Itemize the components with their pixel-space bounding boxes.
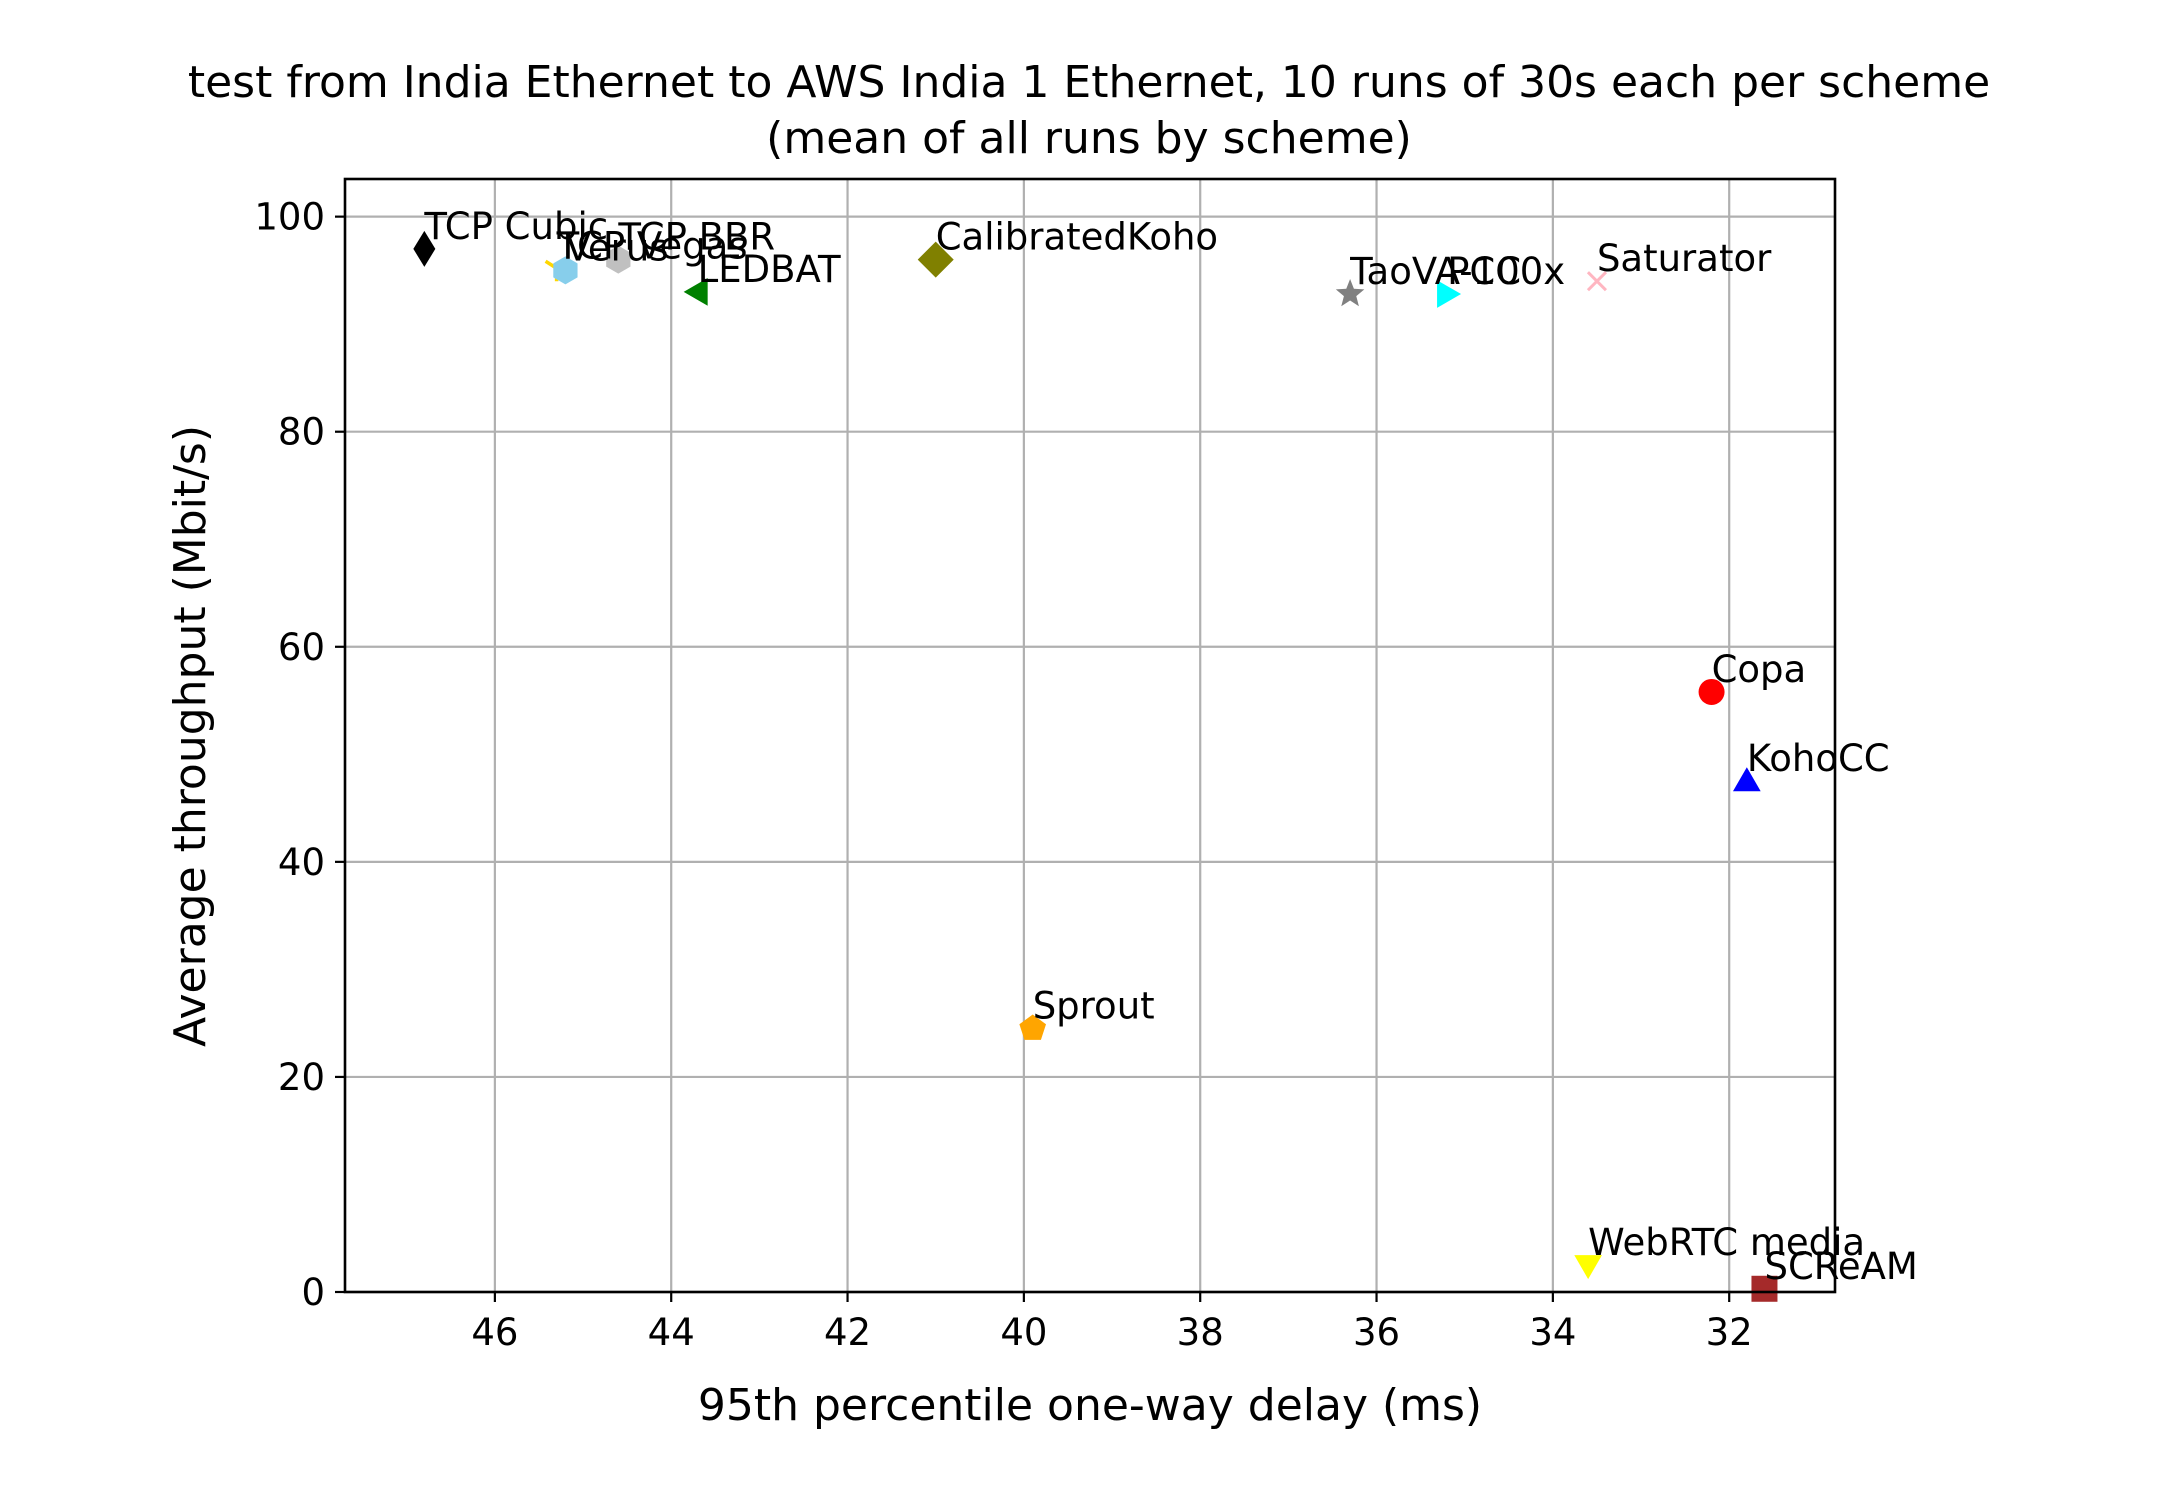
point-label-calibratedkoho: CalibratedKoho	[936, 216, 1218, 259]
point-label-tcp-vegas: TCP Vegas	[556, 224, 748, 267]
chart-title: test from India Ethernet to AWS India 1 …	[188, 57, 1990, 108]
y-tick-label-60: 60	[278, 626, 325, 669]
point-label-copa: Copa	[1712, 648, 1807, 691]
x-tick-label-44: 44	[648, 1311, 695, 1354]
point-label-verus: Verus	[565, 226, 668, 269]
marker-verus	[553, 256, 578, 285]
y-tick-label-80: 80	[278, 411, 325, 454]
x-tick-label-46: 46	[471, 1311, 518, 1354]
point-label-sprout: Sprout	[1033, 985, 1155, 1028]
point-label-tcp-cubic: TCP Cubic	[423, 205, 608, 248]
marker-webrtc-media	[1574, 1255, 1602, 1280]
x-tick-label-32: 32	[1706, 1311, 1753, 1354]
marker-calibratedkoho	[917, 241, 954, 278]
point-label-scream: SCReAM	[1764, 1245, 1917, 1288]
chart-subtitle: (mean of all runs by scheme)	[766, 113, 1412, 164]
marker-pcc	[1437, 280, 1462, 308]
axis-ticks: 46 44 42 40 38 36 34 32 0 20 40 60 80 100	[254, 196, 1752, 1354]
grid-lines	[345, 179, 1835, 1294]
plot-area-frame	[343, 177, 1837, 1294]
y-axis-label: Average throughput (Mbit/s)	[165, 425, 216, 1047]
x-tick-label-34: 34	[1529, 1311, 1576, 1354]
point-label-tcp-bbr: TCP BBR	[617, 216, 775, 259]
y-tick-label-20: 20	[278, 1056, 325, 1099]
marker-sprout	[1019, 1014, 1047, 1040]
point-label-ledbat: LEDBAT	[698, 248, 841, 291]
marker-saturator	[1586, 271, 1608, 292]
marker-saturator-stroke-b	[1586, 271, 1608, 292]
x-tick-label-42: 42	[824, 1311, 871, 1354]
y-tick-label-100: 100	[254, 196, 325, 239]
x-tick-label-36: 36	[1353, 1311, 1400, 1354]
marker-tcp-cubic	[413, 230, 436, 267]
y-tick-label-40: 40	[278, 841, 325, 884]
x-axis-label: 95th percentile one-way delay (ms)	[698, 1380, 1482, 1431]
point-label-webrtc-media: WebRTC media	[1588, 1221, 1865, 1264]
x-tick-label-40: 40	[1000, 1311, 1047, 1354]
point-label-pcc: PCC	[1447, 250, 1521, 293]
marker-copa	[1698, 678, 1725, 705]
x-tick-label-38: 38	[1177, 1311, 1224, 1354]
marker-kohocc	[1732, 767, 1761, 792]
y-tick-label-0: 0	[301, 1271, 325, 1314]
data-points	[413, 230, 1778, 1302]
point-label-taova-100x: TaoVA-100x	[1349, 250, 1565, 293]
marker-tcp-bbr	[606, 245, 631, 274]
marker-scream	[1751, 1275, 1778, 1302]
point-label-kohocc: KohoCC	[1747, 737, 1890, 780]
point-label-saturator: Saturator	[1597, 237, 1772, 280]
marker-ledbat	[683, 278, 708, 306]
marker-taova-100x	[1335, 279, 1365, 307]
